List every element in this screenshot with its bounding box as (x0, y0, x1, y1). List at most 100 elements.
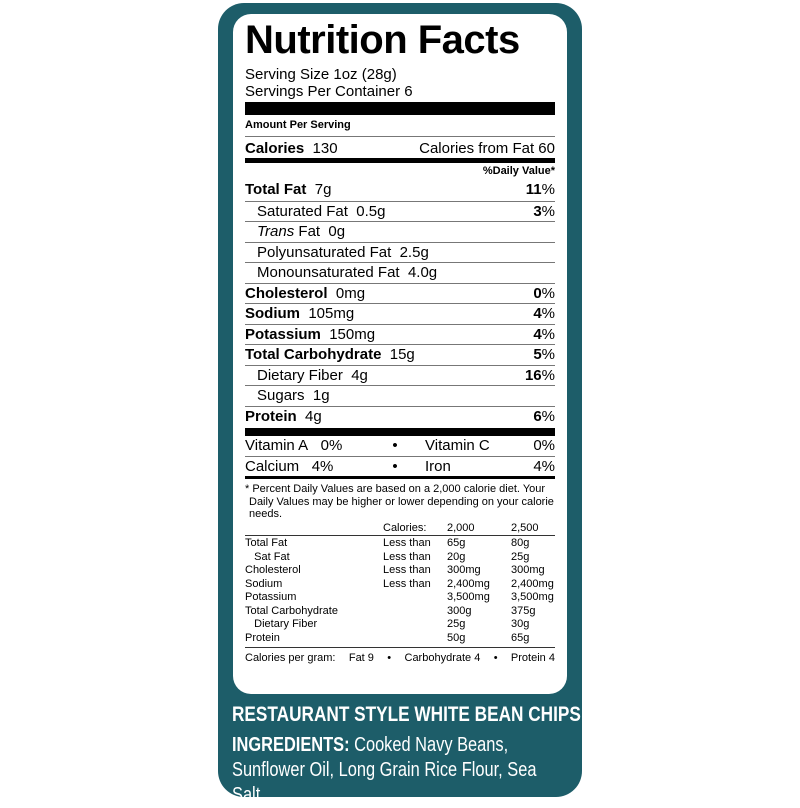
vitamin-cell: Iron (425, 458, 451, 475)
thick-divider (245, 428, 555, 436)
table-cell (383, 632, 447, 646)
table-row: Sat Fat Less than 20g 25g (245, 551, 555, 565)
nutrient-row: Trans Fat 0g (245, 221, 555, 242)
calories-value: 130 (312, 140, 338, 157)
table-cell: Cholesterol (245, 564, 301, 576)
table-cell: 2,000 (447, 521, 475, 534)
label-title: Nutrition Facts (245, 18, 520, 62)
vitamin-row: Calcium 4% • Iron 4% (245, 456, 555, 476)
table-cell: 25g (511, 550, 530, 563)
nutrient-row: Potassium 150mg 4% (245, 323, 555, 345)
table-cell: 2,400mg (447, 577, 490, 590)
nutrient-row: Protein 4g 6% (245, 405, 555, 427)
calories-label: Calories (245, 140, 305, 157)
nutrient-amount: 0.5g (356, 202, 386, 220)
amount-per-serving: Amount Per Serving (245, 119, 351, 131)
nutrient-name: Monounsaturated Fat (257, 264, 400, 281)
nutrient-row: Dietary Fiber 4g 16% (245, 364, 555, 386)
calories-from-fat: Calories from Fat 60 (419, 140, 555, 157)
nutrient-amount: 105mg (308, 305, 355, 322)
nutrient-name: Dietary Fiber (257, 366, 343, 384)
table-cell: Less than (383, 537, 431, 549)
table-cell: 300mg (447, 564, 481, 576)
nutrient-name: Saturated Fat (257, 202, 348, 220)
vitamin-cell: Calcium (245, 458, 300, 475)
footnote: * Percent Daily Values are based on a 2,… (245, 483, 554, 520)
table-cell: 50g (447, 631, 466, 644)
cpg-protein: Protein 4 (510, 652, 555, 664)
table-cell: Total Carbohydrate (245, 604, 338, 617)
cpg-label: Calories per gram: (245, 652, 336, 664)
table-cell: 80g (511, 537, 530, 549)
nutrient-amount: 2.5g (399, 243, 429, 261)
table-cell: Protein (245, 631, 280, 644)
servings-per-container: Servings Per Container 6 (245, 83, 413, 100)
nutrition-facts-label: Nutrition Facts Serving Size 1oz (28g) S… (233, 14, 567, 694)
nutrient-amount: 15g (389, 346, 415, 363)
table-cell: Sodium (245, 577, 283, 590)
nutrient-row: Sugars 1g (245, 385, 555, 406)
nutrient-amount: 0mg (335, 284, 366, 302)
ingredients: INGREDIENTS: Cooked Navy Beans, Sunflowe… (232, 733, 560, 808)
nutrient-name: Trans (257, 223, 295, 240)
nutrient-amount: 0g (328, 223, 346, 240)
nutrient-dv: 4% (533, 305, 555, 322)
nutrient-name: Total Fat (245, 181, 307, 198)
table-cell: 20g (447, 550, 466, 563)
vitamin-cell: 4% (311, 458, 334, 475)
thick-divider (245, 102, 555, 115)
vitamin-cell: • (392, 458, 398, 475)
nutrient-amount: 4g (305, 407, 322, 425)
product-name: RESTAURANT STYLE WHITE BEAN CHIPS (232, 703, 581, 726)
table-row: Calories: 2,000 2,500 (245, 521, 555, 536)
table-row: Total Fat Less than 65g 80g (245, 537, 555, 551)
bullet: • (493, 652, 498, 664)
nutrient-name: Sodium (245, 305, 300, 322)
nutrient-list: Total Fat 7g 11% Saturated Fat 0.5g 3% Trans… (245, 180, 555, 426)
table-cell: 3,500mg (511, 591, 554, 603)
table-cell: 65g (447, 537, 466, 549)
table-cell: 2,500 (511, 521, 539, 534)
table-cell: 3,500mg (447, 591, 490, 603)
table-cell: Potassium (245, 591, 297, 603)
vitamin-cell: Vitamin C (425, 437, 490, 454)
nutrient-amount: 7g (314, 181, 332, 198)
vitamin-row: Vitamin A 0% • Vitamin C 0% (245, 436, 555, 456)
table-cell (383, 605, 447, 619)
ingredients-label: INGREDIENTS: (232, 734, 350, 756)
table-row: Potassium 3,500mg 3,500mg (245, 591, 555, 605)
daily-value-table: Calories: 2,000 2,500 Total Fat Less than 65g… (245, 522, 555, 646)
table-cell: Sat Fat (245, 550, 290, 563)
nutrient-amount: 4.0g (407, 264, 438, 281)
nutrient-row: Total Fat 7g 11% (245, 180, 555, 201)
table-cell: 300g (447, 604, 472, 617)
nutrient-row: Polyunsaturated Fat 2.5g (245, 241, 555, 263)
nutrient-dv: 11% (525, 181, 555, 198)
nutrient-dv: 4% (533, 325, 555, 343)
nutrient-name: Total Carbohydrate (245, 346, 382, 363)
table-cell: Calories: (383, 521, 427, 534)
nutrient-dv: 0% (533, 284, 555, 302)
table-cell: 65g (511, 631, 530, 644)
ingredients-text: Cooked Navy Beans, Sunflower Oil, Long G… (232, 734, 537, 806)
table-cell: Total Fat (245, 537, 288, 549)
nutrient-row: Sodium 105mg 4% (245, 303, 555, 324)
table-cell: 2,400mg (511, 577, 554, 590)
nutrient-dv: 5% (533, 346, 555, 363)
table-cell: Dietary Fiber (245, 618, 318, 630)
table-cell: 300mg (511, 564, 545, 576)
table-cell: 25g (447, 618, 466, 630)
table-cell: Less than (383, 577, 431, 590)
calories-per-gram: Calories per gram: Fat 9 • Carbohydrate … (245, 652, 555, 665)
divider (245, 647, 555, 648)
medium-divider (245, 158, 555, 163)
table-cell: 375g (511, 604, 536, 617)
divider (245, 476, 555, 479)
nutrient-dv: 6% (533, 407, 555, 425)
nutrient-name: Sugars (257, 387, 305, 404)
nutrient-name-suffix: Fat (294, 223, 321, 240)
table-cell: Less than (383, 564, 431, 576)
table-cell (383, 591, 447, 605)
vitamin-cell: Vitamin A (245, 437, 309, 454)
nutrient-row: Saturated Fat 0.5g 3% (245, 200, 555, 222)
